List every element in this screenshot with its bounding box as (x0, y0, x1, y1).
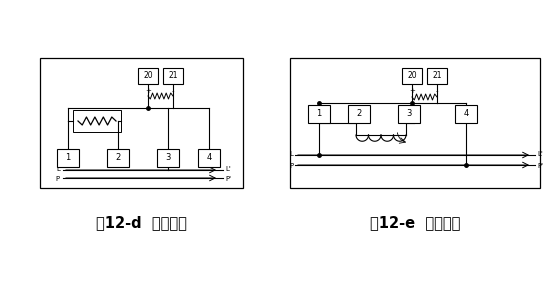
Text: -: - (172, 88, 175, 94)
Bar (40, 58, 243, 188)
Bar (427, 68, 447, 84)
Text: 3: 3 (165, 154, 171, 163)
Text: P': P' (537, 163, 543, 169)
Text: L': L' (225, 166, 231, 172)
Bar (138, 68, 158, 84)
Text: 2: 2 (115, 154, 121, 163)
Bar (290, 58, 540, 188)
Text: 1: 1 (316, 110, 322, 119)
Text: L: L (289, 151, 293, 157)
Bar (455, 105, 477, 123)
Bar (348, 105, 370, 123)
Text: P': P' (225, 176, 231, 182)
Text: 1: 1 (65, 154, 70, 163)
Text: 3: 3 (406, 110, 412, 119)
Bar (308, 105, 330, 123)
Text: +: + (145, 88, 151, 94)
Bar (157, 149, 179, 167)
Text: 图12-d  分流器式: 图12-d 分流器式 (95, 215, 187, 230)
Text: 21: 21 (168, 72, 178, 81)
Bar (402, 68, 422, 84)
Text: 2: 2 (356, 110, 362, 119)
Text: P: P (56, 176, 60, 182)
Bar (163, 68, 183, 84)
Text: -: - (436, 88, 438, 94)
Text: 图12-e  互感器式: 图12-e 互感器式 (370, 215, 460, 230)
Text: +: + (409, 88, 415, 94)
Bar (398, 105, 420, 123)
Bar (73, 110, 121, 132)
Text: 4: 4 (207, 154, 212, 163)
Text: L': L' (537, 151, 543, 157)
Bar (107, 149, 129, 167)
Text: 20: 20 (143, 72, 153, 81)
Text: L: L (56, 166, 60, 172)
Text: P: P (289, 163, 293, 169)
Bar (57, 149, 79, 167)
Text: 21: 21 (432, 72, 442, 81)
Bar (198, 149, 220, 167)
Text: 4: 4 (463, 110, 469, 119)
Text: 20: 20 (407, 72, 417, 81)
